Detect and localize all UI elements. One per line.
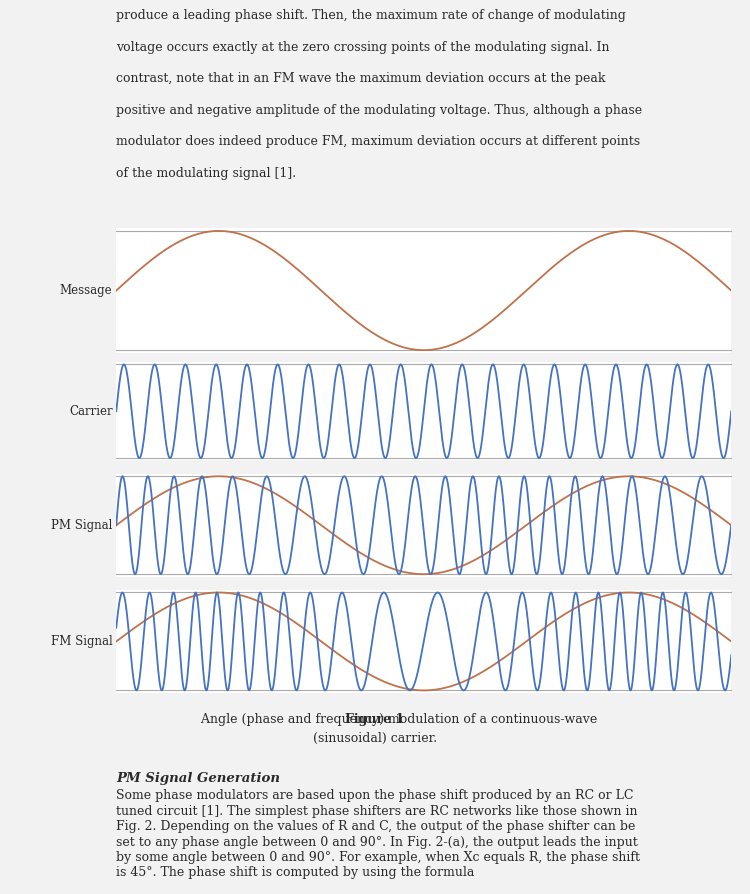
Text: Carrier: Carrier xyxy=(69,405,112,417)
Text: Some phase modulators are based upon the phase shift produced by an RC or LC: Some phase modulators are based upon the… xyxy=(116,789,634,802)
Text: PM Signal: PM Signal xyxy=(51,519,112,532)
Text: positive and negative amplitude of the modulating voltage. Thus, although a phas: positive and negative amplitude of the m… xyxy=(116,104,642,117)
Text: of the modulating signal [1].: of the modulating signal [1]. xyxy=(116,167,296,180)
Text: Figure 1: Figure 1 xyxy=(345,713,405,726)
Text: voltage occurs exactly at the zero crossing points of the modulating signal. In: voltage occurs exactly at the zero cross… xyxy=(116,40,610,54)
Text: Message: Message xyxy=(60,284,112,297)
Text: FM Signal: FM Signal xyxy=(51,635,112,648)
Text: by some angle between 0 and 90°. For example, when Xc equals R, the phase shift: by some angle between 0 and 90°. For exa… xyxy=(116,851,640,864)
Text: produce a leading phase shift. Then, the maximum rate of change of modulating: produce a leading phase shift. Then, the… xyxy=(116,9,626,22)
Text: modulator does indeed produce FM, maximum deviation occurs at different points: modulator does indeed produce FM, maximu… xyxy=(116,136,640,148)
Text: Angle (phase and frequency) modulation of a continuous-wave: Angle (phase and frequency) modulation o… xyxy=(153,713,597,726)
Text: PM Signal Generation: PM Signal Generation xyxy=(116,772,280,785)
Text: (sinusoidal) carrier.: (sinusoidal) carrier. xyxy=(313,732,437,746)
Text: contrast, note that in an FM wave the maximum deviation occurs at the peak: contrast, note that in an FM wave the ma… xyxy=(116,72,606,85)
Text: set to any phase angle between 0 and 90°. In Fig. 2-(a), the output leads the in: set to any phase angle between 0 and 90°… xyxy=(116,836,638,848)
Text: tuned circuit [1]. The simplest phase shifters are RC networks like those shown : tuned circuit [1]. The simplest phase sh… xyxy=(116,805,638,818)
Text: Fig. 2. Depending on the values of R and C, the output of the phase shifter can : Fig. 2. Depending on the values of R and… xyxy=(116,820,635,833)
Text: is 45°. The phase shift is computed by using the formula: is 45°. The phase shift is computed by u… xyxy=(116,866,475,880)
